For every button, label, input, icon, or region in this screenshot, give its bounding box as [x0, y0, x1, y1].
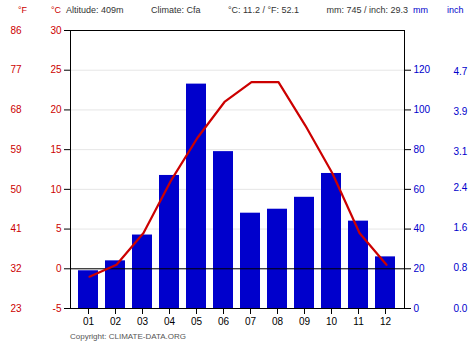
svg-text:68: 68	[10, 104, 22, 115]
svg-text:01: 01	[83, 316, 95, 327]
html-text:°C: 11.2 / °F: 52.1: °C: 11.2 / °F: 52.1	[227, 5, 299, 15]
svg-text:60: 60	[414, 184, 426, 195]
svg-text:23: 23	[10, 303, 22, 314]
svg-text:20: 20	[414, 263, 426, 274]
svg-text:0.0: 0.0	[454, 303, 468, 314]
svg-text:100: 100	[414, 104, 431, 115]
svg-text:120: 120	[414, 64, 431, 75]
svg-text:12: 12	[380, 316, 392, 327]
svg-text:04: 04	[164, 316, 176, 327]
svg-text:02: 02	[110, 316, 122, 327]
html-text:°C: °C	[50, 5, 61, 15]
svg-text:4.7: 4.7	[454, 66, 468, 77]
svg-text:59: 59	[10, 144, 22, 155]
svg-text:30: 30	[50, 25, 62, 36]
svg-text:03: 03	[137, 316, 149, 327]
svg-text:06: 06	[218, 316, 230, 327]
svg-text:05: 05	[191, 316, 203, 327]
svg-text:3.1: 3.1	[454, 146, 468, 157]
svg-text:08: 08	[272, 316, 284, 327]
svg-text:10: 10	[326, 316, 338, 327]
html-text:mm: 745 / inch: 29.3: mm: 745 / inch: 29.3	[326, 5, 408, 15]
svg-text:0.8: 0.8	[454, 262, 468, 273]
svg-text:25: 25	[50, 64, 62, 75]
svg-text:5: 5	[56, 223, 62, 234]
svg-text:1.6: 1.6	[454, 222, 468, 233]
svg-text:2.4: 2.4	[454, 182, 468, 193]
svg-text:20: 20	[50, 104, 62, 115]
svg-text:15: 15	[50, 144, 62, 155]
svg-text:07: 07	[245, 316, 257, 327]
html-text:°F: °F	[17, 5, 27, 15]
html-text:mm: mm	[413, 5, 428, 15]
svg-text:41: 41	[10, 223, 22, 234]
svg-text:10: 10	[50, 184, 62, 195]
svg-text:80: 80	[414, 144, 426, 155]
svg-text:3.9: 3.9	[454, 106, 468, 117]
svg-text:86: 86	[10, 25, 22, 36]
svg-text:77: 77	[10, 64, 22, 75]
svg-text:11: 11	[353, 316, 364, 327]
html-text:Climate: Cfa: Climate: Cfa	[151, 5, 201, 15]
svg-text:32: 32	[10, 263, 22, 274]
html-text:Copyright: CLIMATE-DATA.ORG: Copyright: CLIMATE-DATA.ORG	[70, 332, 186, 341]
svg-text:09: 09	[299, 316, 311, 327]
svg-text:0: 0	[56, 263, 62, 274]
html-text:Altitude: 409m: Altitude: 409m	[66, 5, 124, 15]
svg-text:50: 50	[10, 184, 22, 195]
svg-text:-5: -5	[53, 303, 62, 314]
svg-text:40: 40	[414, 223, 426, 234]
svg-text:0: 0	[414, 303, 420, 314]
html-text:inch: inch	[447, 5, 464, 15]
